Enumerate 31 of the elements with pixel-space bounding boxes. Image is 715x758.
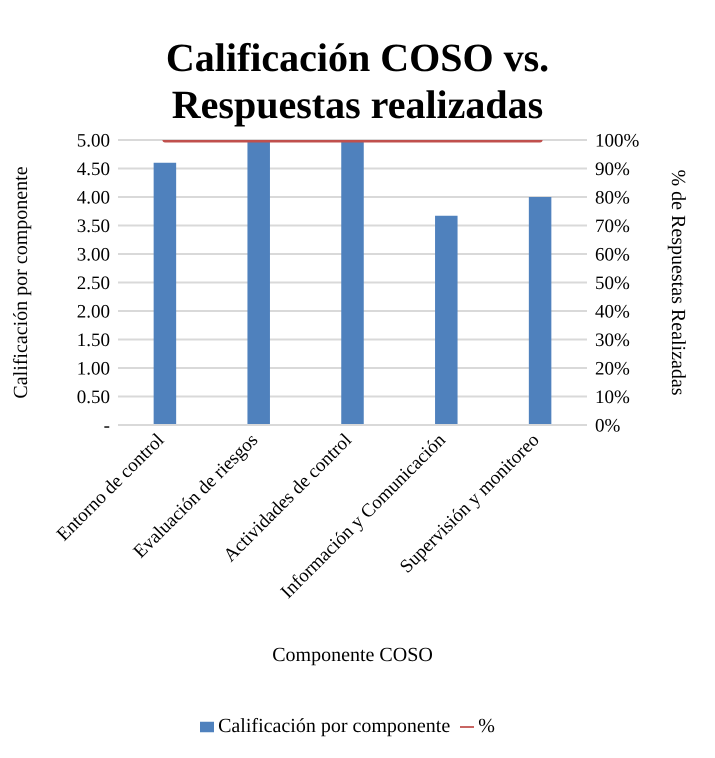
y-tick-label: 5.00: [76, 130, 110, 152]
x-axis-title: Componente COSO: [272, 644, 433, 666]
y2-tick-label: 10%: [595, 387, 630, 408]
y-tick-label: -: [104, 416, 110, 437]
chart-title: Calificación COSO vs. Respuestas realizadas: [164, 34, 550, 128]
y2-tick-label: 60%: [595, 244, 630, 266]
y2-tick-label: 20%: [595, 358, 630, 380]
y-tick-label: 3.50: [76, 216, 110, 238]
y2-tick-label: 50%: [595, 273, 630, 294]
y-axis-title: Calificación por componente: [10, 166, 32, 399]
y-tick-label: 2.50: [76, 273, 110, 294]
y2-tick-label: 0%: [595, 416, 620, 437]
y-tick-label: 4.00: [76, 188, 110, 209]
bar: [528, 197, 552, 425]
y2-tick-label: 80%: [595, 188, 630, 209]
y2-tick-label: 90%: [595, 159, 630, 180]
y-tick-label: 1.50: [76, 330, 110, 352]
bar: [435, 216, 458, 425]
y-tick-label: 3.00: [76, 244, 110, 266]
y2-tick-label: 70%: [595, 216, 630, 238]
y-tick-label: 0.50: [76, 387, 110, 408]
legend-label: %: [478, 715, 495, 737]
legend-label: Calificación por componente: [218, 715, 450, 737]
y2-tick-label: 30%: [595, 330, 630, 352]
y2-tick-label: 40%: [595, 302, 630, 323]
y-tick-label: 4.50: [76, 159, 110, 180]
bar: [154, 162, 176, 425]
y2-axis-title: % de Respuestas Realizadas: [666, 169, 689, 396]
y2-tick-label: 100%: [595, 130, 640, 152]
y-tick-label: 1.00: [76, 358, 110, 380]
y-tick-label: 2.00: [76, 302, 110, 323]
